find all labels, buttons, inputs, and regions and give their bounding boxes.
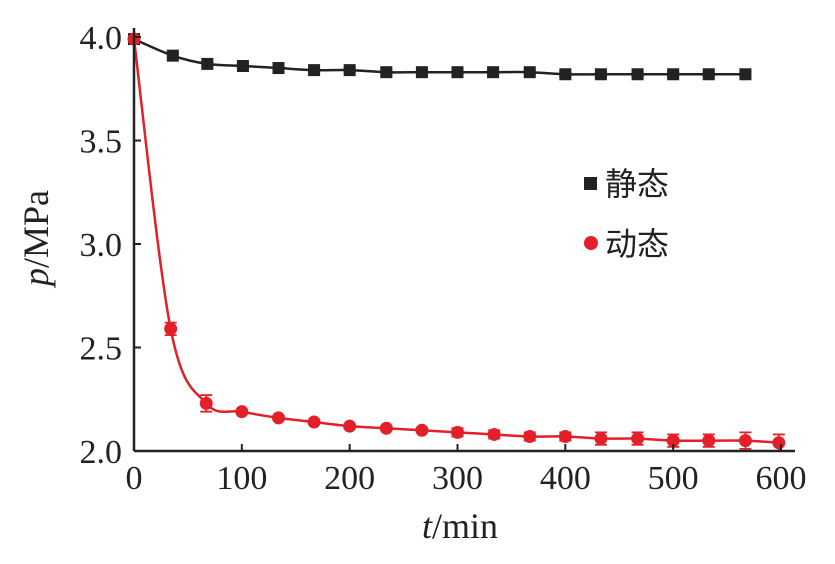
legend-label-dynamic: 动态	[605, 225, 669, 263]
x-tick-label: 400	[540, 460, 591, 497]
data-point	[772, 436, 786, 450]
data-point	[415, 66, 428, 79]
y-tick-label: 2.0	[80, 434, 123, 471]
series-line	[133, 37, 746, 76]
x-tick-label: 200	[324, 460, 375, 497]
x-tick-label: 0	[126, 460, 143, 497]
legend-square-marker	[584, 177, 597, 190]
data-point	[271, 411, 285, 425]
x-tick-label: 500	[648, 460, 699, 497]
data-point	[594, 68, 607, 81]
data-point	[166, 49, 179, 62]
data-point	[415, 423, 429, 437]
data-point	[236, 59, 249, 72]
y-axis-title: p/MPa	[16, 190, 56, 289]
x-tick-label: 300	[432, 460, 483, 497]
data-point	[343, 64, 356, 77]
data-point	[164, 322, 178, 336]
x-axis-title: t/min	[422, 506, 498, 546]
y-tick-label: 2.5	[80, 331, 123, 368]
data-point	[307, 415, 321, 429]
data-point	[558, 430, 572, 444]
data-point	[739, 68, 752, 81]
data-point	[379, 421, 393, 435]
data-point	[451, 425, 464, 439]
data-point	[667, 68, 680, 81]
data-point	[523, 430, 537, 444]
data-point	[235, 405, 249, 419]
data-point	[631, 432, 645, 446]
axes	[132, 28, 795, 453]
y-axis-unit: /MPa	[16, 190, 56, 268]
y-axis-var: p	[16, 268, 56, 289]
data-point	[199, 396, 213, 410]
ticks: 0 100 200 300 400 500 600 2.0 2.5 3.0 3.5 4.0	[80, 20, 807, 497]
legend-item-dynamic: 动态	[584, 225, 669, 263]
data-point	[631, 68, 644, 81]
legend-item-static: 静态	[584, 165, 669, 203]
y-tick-label: 4.0	[80, 20, 123, 57]
x-tick-label: 100	[216, 460, 267, 497]
data-point	[487, 427, 501, 441]
data-point	[201, 57, 214, 70]
y-tick-label: 3.0	[80, 227, 123, 264]
data-point	[308, 64, 321, 77]
series-line	[132, 38, 779, 444]
plot-area	[127, 32, 786, 452]
data-point	[559, 68, 572, 81]
series-static	[128, 33, 752, 81]
legend-label-static: 静态	[605, 165, 669, 203]
data-point	[451, 66, 464, 79]
x-axis-var: t	[422, 506, 433, 546]
legend-circle-marker	[584, 236, 598, 250]
y-tick-label: 3.5	[80, 124, 123, 161]
data-point	[702, 68, 715, 81]
x-axis-unit: /min	[432, 506, 498, 546]
data-point	[738, 434, 752, 448]
data-point	[666, 434, 680, 448]
data-point	[487, 66, 500, 79]
data-point	[523, 66, 536, 79]
data-point	[380, 66, 393, 79]
data-point	[702, 434, 716, 448]
data-point	[343, 419, 357, 433]
legend: 静态 动态	[584, 165, 669, 263]
data-point	[272, 62, 285, 75]
data-point	[594, 432, 608, 446]
series-dynamic	[127, 32, 786, 452]
x-tick-label: 600	[756, 460, 807, 497]
